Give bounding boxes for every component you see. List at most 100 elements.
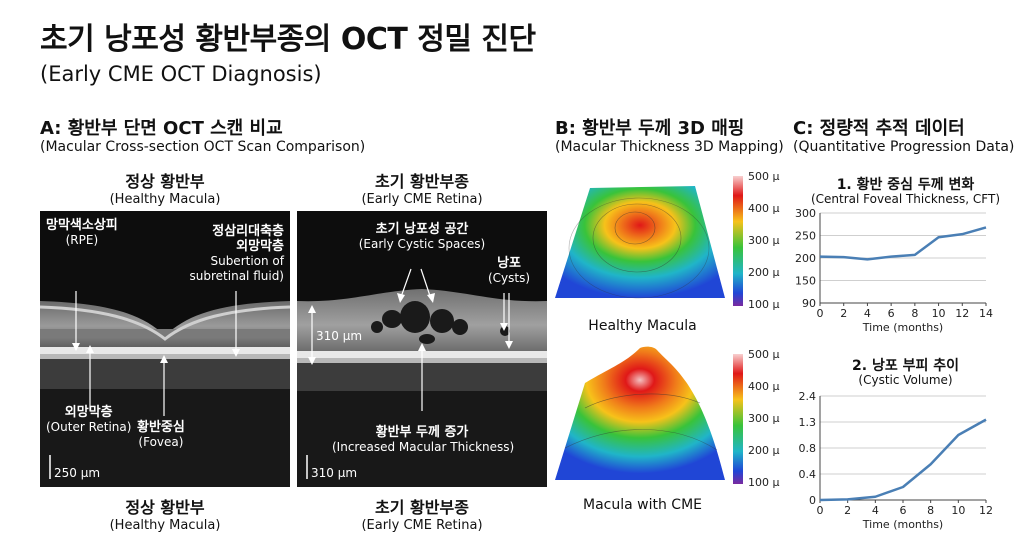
- cbar1-tick-300: 300 µm: [748, 234, 780, 247]
- cbar2-tick-300: 300 µm: [748, 412, 780, 425]
- healthy-bottom-ko: 정상 황반부: [125, 498, 205, 517]
- series-line: [819, 226, 987, 261]
- y-tick-label: 150: [795, 275, 816, 288]
- healthy-oct-scan: [40, 211, 290, 487]
- cysts-label-ko: 낭포: [497, 256, 521, 271]
- x-axis-label: Time (months): [862, 518, 943, 531]
- rpe-annotation: 망막색소상피 (RPE): [46, 218, 118, 248]
- section-c-subtitle: (Quantitative Progression Data): [793, 139, 1015, 155]
- cme-scan-caption: 초기 황반부종 (Early CME Retina): [297, 494, 547, 533]
- cme-thickness-map: [555, 346, 725, 480]
- x-tick-label: 14: [979, 307, 993, 320]
- cme-colorbar: [733, 354, 743, 484]
- fovea-annotation: 황반중심 (Fovea): [137, 420, 185, 450]
- x-tick-label: 8: [927, 504, 934, 517]
- y-tick-label: 300: [795, 207, 816, 220]
- cbar1-tick-400: 400 µm: [748, 202, 780, 215]
- section-a-title: A: 황반부 단면 OCT 스캔 비교: [40, 118, 283, 139]
- cbar2-tick-100: 100 µm: [748, 476, 780, 489]
- cbar1-tick-200: 200 µm: [748, 266, 780, 279]
- cystic-spaces-annotation: 초기 낭포성 공간 (Early Cystic Spaces): [354, 222, 490, 252]
- outer-retina-label-en: (Outer Retina): [46, 420, 132, 434]
- thickness-annotation: 310 µm: [316, 329, 363, 343]
- healthy-scan-caption: 정상 황반부 (Healthy Macula): [40, 494, 290, 533]
- x-tick-label: 6: [888, 307, 895, 320]
- rpe-label-ko: 망막색소상피: [46, 218, 118, 233]
- x-tick-label: 6: [900, 504, 907, 517]
- cbar2-tick-200: 200 µm: [748, 444, 780, 457]
- cysts-label-en: (Cysts): [488, 271, 531, 285]
- cme-bottom-en: (Early CME Retina): [361, 518, 483, 533]
- x-tick-label: 0: [817, 504, 824, 517]
- x-tick-label: 2: [844, 504, 851, 517]
- cme-top-ko: 초기 황반부종: [375, 172, 469, 191]
- y-tick-label: 0: [809, 494, 816, 507]
- x-tick-label: 12: [979, 504, 993, 517]
- cme-scan-heading: 초기 황반부종 (Early CME Retina): [297, 168, 547, 207]
- page-subtitle: (Early CME OCT Diagnosis): [40, 62, 322, 86]
- series-line: [819, 418, 987, 502]
- healthy-top-en: (Healthy Macula): [109, 192, 221, 207]
- cystic-line-chart: 0 0.4 0.8 1.3 2.4 0 2 4 6 8 10 12 Time (months): [799, 390, 994, 531]
- cft-line-chart: 90 150 200 250 300 0 2 4 6 8 10 12 14 Time (months): [795, 207, 993, 334]
- x-tick-label: 10: [951, 504, 965, 517]
- cbar1-tick-500: 500 µm: [748, 170, 780, 183]
- subretinal-annotation: 정삼리대축층 외망막층 Subertion of subretinal flui…: [190, 224, 284, 284]
- cme-top-en: (Early CME Retina): [361, 192, 483, 207]
- section-b-title: B: 황반부 두께 3D 매핑: [555, 118, 745, 139]
- fovea-label-en: (Fovea): [138, 435, 184, 449]
- y-tick-label: 90: [802, 297, 816, 310]
- cysts-annotation: 낭포 (Cysts): [488, 256, 530, 286]
- healthy-map-label: Healthy Macula: [588, 318, 697, 334]
- subretinal-label-en1: Subertion of: [210, 254, 284, 268]
- cystic-spaces-label-ko: 초기 낭포성 공간: [375, 222, 469, 237]
- y-tick-label: 2.4: [799, 390, 817, 403]
- cystic-chart-title: 2. 낭포 부피 추이: [852, 358, 959, 374]
- healthy-thickness-map: [555, 186, 725, 298]
- cft-chart-title: 1. 황반 중심 두께 변화: [836, 177, 975, 193]
- healthy-bottom-en: (Healthy Macula): [109, 518, 221, 533]
- cft-chart-subtitle: (Central Foveal Thickness, CFT): [810, 192, 1000, 206]
- x-tick-label: 10: [932, 307, 946, 320]
- section-b-subtitle: (Macular Thickness 3D Mapping): [555, 139, 784, 155]
- y-tick-label: 200: [795, 252, 816, 265]
- fovea-label-ko: 황반중심: [137, 420, 185, 435]
- x-tick-label: 4: [872, 504, 879, 517]
- section-c-title: C: 정량적 추적 데이터: [793, 118, 965, 139]
- x-axis-label: Time (months): [862, 321, 943, 334]
- subretinal-label-ko1: 정삼리대축층: [212, 224, 284, 239]
- rpe-label-en: (RPE): [65, 233, 99, 247]
- cbar1-tick-100: 100 µm: [748, 298, 780, 311]
- thickness-increase-annotation: 황반부 두께 증가 (Increased Macular Thickness): [332, 425, 515, 455]
- cme-map-label: Macula with CME: [583, 497, 702, 513]
- cme-oct-scan: [297, 211, 547, 487]
- x-tick-label: 8: [911, 307, 918, 320]
- healthy-scale-bar-label: 250 µm: [54, 466, 101, 480]
- healthy-scan-heading: 정상 황반부 (Healthy Macula): [40, 168, 290, 207]
- thickness-increase-en: (Increased Macular Thickness): [332, 440, 515, 454]
- outer-retina-label-ko: 외망막층: [64, 405, 113, 420]
- healthy-colorbar: [733, 176, 743, 306]
- cme-bottom-ko: 초기 황반부종: [375, 498, 469, 517]
- x-tick-label: 4: [864, 307, 871, 320]
- thickness-increase-ko: 황반부 두께 증가: [375, 425, 469, 440]
- cbar2-tick-500: 500 µm: [748, 348, 780, 361]
- subretinal-label-en2: subretinal fluid): [189, 269, 284, 283]
- x-tick-label: 0: [817, 307, 824, 320]
- y-tick-label: 0.8: [799, 442, 817, 455]
- thickness-3d-maps: 500 µm 400 µm 300 µm 200 µm 100 µm 500 µ…: [555, 170, 780, 489]
- cbar2-tick-400: 400 µm: [748, 380, 780, 393]
- page-title: 초기 낭포성 황반부종의 OCT 정밀 진단: [40, 22, 536, 57]
- subretinal-label-ko2: 외망막층: [236, 239, 284, 254]
- cystic-spaces-label-en: (Early Cystic Spaces): [358, 237, 486, 251]
- cystic-chart-subtitle: (Cystic Volume): [858, 373, 953, 387]
- y-tick-label: 0.4: [799, 468, 817, 481]
- healthy-top-ko: 정상 황반부: [125, 172, 205, 191]
- outer-retina-annotation: 외망막층 (Outer Retina): [46, 405, 131, 435]
- y-tick-label: 1.3: [799, 416, 817, 429]
- section-a-subtitle: (Macular Cross-section OCT Scan Comparis…: [40, 139, 366, 155]
- y-tick-label: 250: [795, 230, 816, 243]
- x-tick-label: 12: [955, 307, 969, 320]
- cme-scale-bar-label: 310 µm: [311, 466, 358, 480]
- x-tick-label: 2: [840, 307, 847, 320]
